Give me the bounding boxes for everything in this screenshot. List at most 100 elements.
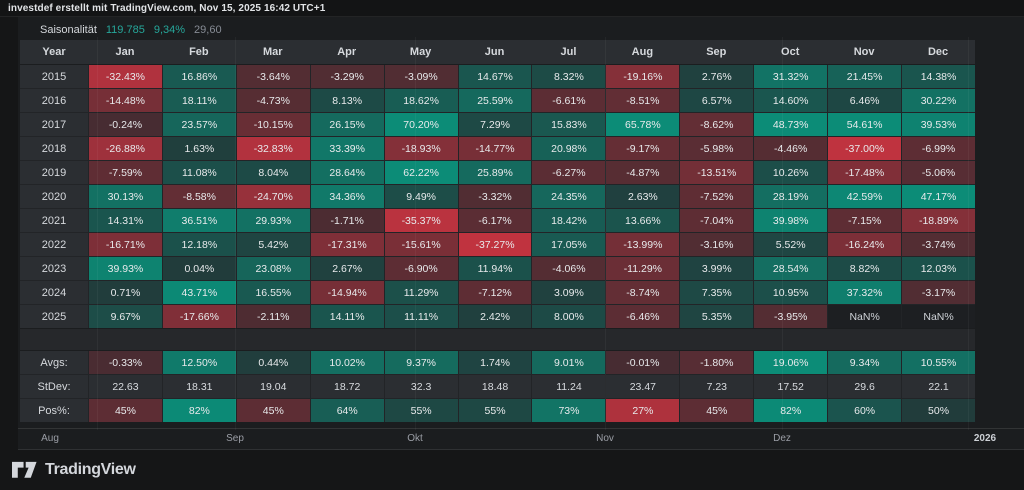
heatmap-cell: -18.93% (384, 137, 458, 160)
heatmap-cell: 16.86% (162, 65, 236, 88)
time-axis-label: Okt (407, 433, 423, 444)
heatmap-cell: -14.48% (89, 89, 162, 112)
heatmap-summary-rows: Avgs: -0.33% 12.50% 0.44% 10.02% 9.37% 1.74% 9.… (20, 351, 975, 422)
heatmap-cell: 70.20% (384, 113, 458, 136)
watermark-text: investdef erstellt mit TradingView.com, … (8, 2, 326, 14)
row-year-label: 2016 (20, 89, 88, 112)
heatmap-cell: 47.17% (902, 185, 975, 208)
column-header-month: Jun (484, 46, 505, 58)
heatmap-cell: -3.95% (754, 305, 828, 328)
chart-panel: Saisonalität 119.785 9,34% 29,60 Year Jan… (18, 17, 1024, 450)
summary-pos-cell: 45% (680, 399, 754, 422)
heatmap-cell: -4.73% (236, 89, 310, 112)
heatmap-cell: 2.42% (458, 305, 532, 328)
row-year-label: 2024 (20, 281, 88, 304)
heatmap-cell: 18.42% (532, 209, 606, 232)
heatmap-cell: 21.45% (828, 65, 902, 88)
heatmap-cell: 8.32% (532, 65, 606, 88)
heatmap-cell: -8.58% (162, 185, 236, 208)
summary-stdev-cell: 17.52 (754, 375, 828, 398)
time-axis-year-label: 2026 (973, 433, 997, 444)
heatmap-cell: -6.17% (458, 209, 532, 232)
column-header-month: Aug (631, 46, 654, 58)
heatmap-cell: 15.83% (532, 113, 606, 136)
heatmap-cell: 20.98% (532, 137, 606, 160)
heatmap-cell: -16.71% (89, 233, 162, 256)
heatmap-cell: 10.95% (754, 281, 828, 304)
row-year-label: 2019 (20, 161, 88, 184)
heatmap-cell: -8.62% (680, 113, 754, 136)
summary-stdev-label: StDev: (20, 375, 88, 398)
heatmap-cell: -3.09% (384, 65, 458, 88)
heatmap-cell: 11.11% (384, 305, 458, 328)
heatmap-cell: 39.93% (89, 257, 162, 280)
heatmap-cell: 48.73% (754, 113, 828, 136)
heatmap-cell: 8.82% (828, 257, 902, 280)
heatmap-cell: -11.29% (606, 257, 680, 280)
heatmap-header-row: Year Jan Feb Mar Apr May Jun Jul Aug Sep Oct Nov Dec (20, 40, 975, 64)
summary-stdev-cell: 18.31 (162, 375, 236, 398)
heatmap-cell: 17.05% (532, 233, 606, 256)
summary-stdev-cell: 18.72 (310, 375, 384, 398)
heatmap-cell: -17.66% (162, 305, 236, 328)
summary-pos-cell: 55% (384, 399, 458, 422)
summary-avg-cell: -1.80% (680, 351, 754, 374)
heatmap-cell-nan: NaN% (828, 305, 902, 328)
summary-pos-cell: 82% (754, 399, 828, 422)
heatmap-cell: -26.88% (89, 137, 162, 160)
heatmap-cell: 54.61% (828, 113, 902, 136)
summary-pos-cell: 60% (828, 399, 902, 422)
heatmap-cell: -3.64% (236, 65, 310, 88)
summary-stdev-cell: 11.24 (532, 375, 606, 398)
summary-pos-cell: 82% (162, 399, 236, 422)
tradingview-brand-text: TradingView (45, 461, 136, 478)
heatmap-cell: 5.35% (680, 305, 754, 328)
summary-pos-cell: 45% (89, 399, 162, 422)
heatmap-cell: 62.22% (384, 161, 458, 184)
row-year-label: 2021 (20, 209, 88, 232)
time-axis-label: Sep (226, 433, 244, 444)
heatmap-cell: -6.61% (532, 89, 606, 112)
heatmap-cell: 0.71% (89, 281, 162, 304)
heatmap-cell: 34.36% (310, 185, 384, 208)
heatmap-cell-nan: NaN% (902, 305, 975, 328)
time-axis[interactable]: Aug Sep Okt Nov Dez 2026 (18, 428, 1024, 450)
column-header-year: Year (42, 46, 66, 58)
summary-stdev-cell: 22.1 (902, 375, 975, 398)
heatmap-cell: 13.66% (606, 209, 680, 232)
heatmap-cell: 26.15% (310, 113, 384, 136)
heatmap-cell: 18.62% (384, 89, 458, 112)
row-year-label: 2015 (20, 65, 88, 88)
heatmap-cell: 16.55% (236, 281, 310, 304)
heatmap-cell: -14.94% (310, 281, 384, 304)
heatmap-cell: 14.38% (902, 65, 975, 88)
heatmap-cell: 7.35% (680, 281, 754, 304)
heatmap-cell: 23.57% (162, 113, 236, 136)
heatmap-cell: -2.11% (236, 305, 310, 328)
heatmap-cell: 14.31% (89, 209, 162, 232)
heatmap-cell: 5.42% (236, 233, 310, 256)
heatmap-cell: -3.16% (680, 233, 754, 256)
heatmap-cell: -7.52% (680, 185, 754, 208)
column-header-month: Apr (337, 46, 357, 58)
heatmap-cell: 65.78% (606, 113, 680, 136)
heatmap-cell: 2.76% (680, 65, 754, 88)
row-year-label: 2023 (20, 257, 88, 280)
heatmap-cell: -32.83% (236, 137, 310, 160)
heatmap-cell: -0.24% (89, 113, 162, 136)
heatmap-cell: 8.04% (236, 161, 310, 184)
heatmap-cell: 5.52% (754, 233, 828, 256)
summary-avg-cell: -0.01% (606, 351, 680, 374)
heatmap-year-rows: 2015 -32.43% 16.86% -3.64% -3.29% -3.09% 14.67… (20, 65, 975, 328)
heatmap-cell: 9.49% (384, 185, 458, 208)
heatmap-cell: -8.51% (606, 89, 680, 112)
heatmap-cell: 3.99% (680, 257, 754, 280)
heatmap-spacer (20, 329, 975, 350)
heatmap-cell: 11.08% (162, 161, 236, 184)
heatmap-cell: -7.15% (828, 209, 902, 232)
heatmap-cell: 0.04% (162, 257, 236, 280)
heatmap-cell: 2.67% (310, 257, 384, 280)
heatmap-cell: -35.37% (384, 209, 458, 232)
summary-avg-cell: 12.50% (162, 351, 236, 374)
heatmap-cell: -14.77% (458, 137, 532, 160)
